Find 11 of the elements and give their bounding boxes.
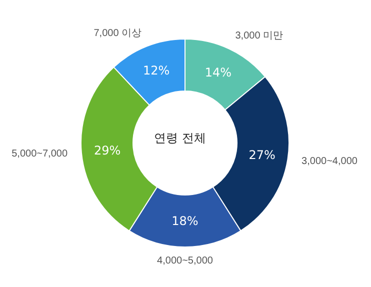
- data-label: 18%: [172, 214, 198, 228]
- data-label: 29%: [94, 143, 121, 158]
- slice-label: 3,000 미만: [235, 30, 284, 42]
- data-label: 27%: [248, 148, 276, 162]
- slice-label: 7,000 이상: [94, 28, 142, 39]
- data-label: 12%: [142, 63, 170, 78]
- data-label: 14%: [204, 65, 232, 80]
- slice-label: 3,000~4,000: [302, 156, 358, 167]
- slice-label: 4,000~5,000: [157, 256, 214, 266]
- text: 연령 전체: [154, 131, 206, 145]
- slice-label: 5,000~7,000: [12, 148, 68, 160]
